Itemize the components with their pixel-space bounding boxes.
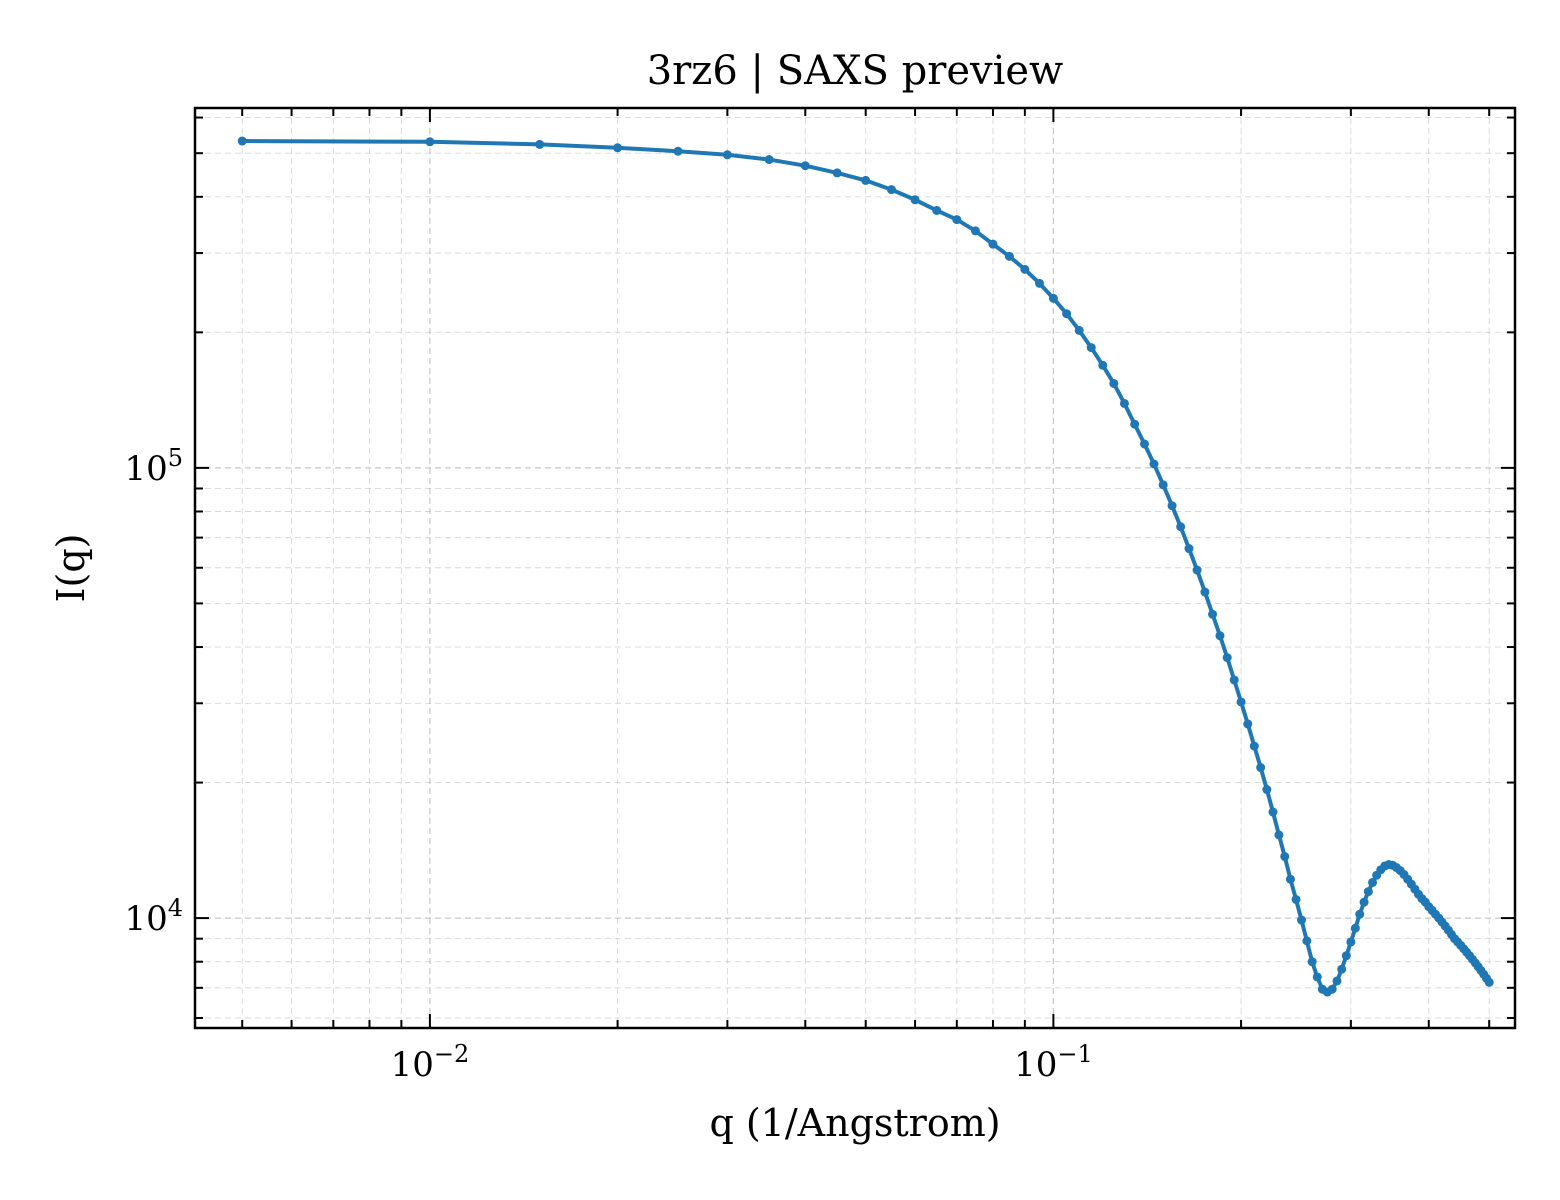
data-point xyxy=(1048,293,1058,303)
data-point xyxy=(1149,459,1159,469)
data-point xyxy=(1346,937,1356,947)
data-point xyxy=(1098,360,1108,370)
data-point xyxy=(1020,264,1030,274)
x-tick-label: 10−1 xyxy=(1014,1040,1093,1085)
data-point xyxy=(1302,936,1312,946)
data-point xyxy=(1285,874,1295,884)
data-point xyxy=(425,137,435,147)
data-point xyxy=(1355,909,1365,919)
data-point xyxy=(1249,741,1259,751)
data-point xyxy=(1229,675,1239,685)
data-point xyxy=(832,168,842,178)
data-point xyxy=(1262,785,1272,795)
data-point xyxy=(1167,501,1177,511)
data-point xyxy=(1062,309,1072,319)
grid-lines xyxy=(195,108,1515,1028)
data-point xyxy=(1291,894,1301,904)
y-tick-label: 104 xyxy=(124,894,183,939)
plot-frame xyxy=(193,106,1517,1030)
y-axis-label: I(q) xyxy=(49,534,93,603)
data-point xyxy=(887,185,897,195)
data-point xyxy=(1297,915,1307,925)
data-point xyxy=(952,215,962,225)
data-point xyxy=(764,155,774,165)
y-tick-label: 105 xyxy=(124,444,183,489)
x-tick-label: 10−2 xyxy=(391,1040,470,1085)
data-point xyxy=(1274,830,1284,840)
data-point xyxy=(1337,964,1347,974)
x-axis-label: q (1/Angstrom) xyxy=(709,1101,1000,1145)
data-point xyxy=(970,226,980,236)
axis-ticks xyxy=(195,108,1515,1028)
chart-title: 3rz6 | SAXS preview xyxy=(647,48,1064,94)
data-point xyxy=(1158,480,1168,490)
tick-labels: 10−2 10−1 104 105 xyxy=(124,444,1092,1085)
data-point xyxy=(1200,587,1210,597)
data-point xyxy=(1222,653,1232,663)
data-point xyxy=(1327,984,1337,994)
data-point xyxy=(1074,325,1084,335)
data-point xyxy=(1086,343,1096,353)
data-point xyxy=(673,146,683,156)
data-point xyxy=(1268,807,1278,817)
data-point xyxy=(237,136,247,146)
data-point xyxy=(1215,631,1225,641)
data-point xyxy=(1176,522,1186,532)
data-point xyxy=(988,239,998,249)
data-point xyxy=(1307,957,1317,967)
data-point xyxy=(1341,951,1351,961)
data-point xyxy=(1192,565,1202,575)
data-point xyxy=(1256,763,1266,773)
data-point xyxy=(1484,977,1494,987)
data-point xyxy=(1236,697,1246,707)
data-point xyxy=(1208,609,1218,619)
data-point xyxy=(800,161,810,171)
data-point xyxy=(1140,439,1150,449)
data-point xyxy=(1332,976,1342,986)
data-point xyxy=(722,150,732,160)
data-point xyxy=(1363,887,1373,897)
data-point xyxy=(861,175,871,185)
data-point xyxy=(1280,852,1290,862)
data-point xyxy=(1350,923,1360,933)
data-point xyxy=(1004,251,1014,261)
data-point xyxy=(1109,378,1119,388)
data-series xyxy=(237,136,1494,997)
data-point xyxy=(1243,719,1253,729)
data-point xyxy=(1359,897,1369,907)
data-point xyxy=(1130,419,1140,429)
data-point xyxy=(1368,877,1378,887)
data-point xyxy=(535,139,545,149)
data-point xyxy=(1035,278,1045,288)
data-point xyxy=(1184,544,1194,554)
data-point xyxy=(613,143,623,153)
data-point xyxy=(910,195,920,205)
data-point xyxy=(1312,972,1322,982)
data-point xyxy=(1119,398,1129,408)
data-point xyxy=(932,205,942,215)
